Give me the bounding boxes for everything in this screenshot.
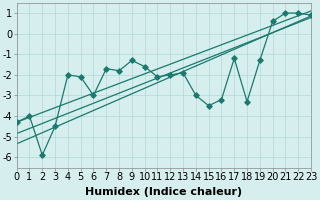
Point (129, 59, 134, 62)
Point (27, 114, 32, 118)
Point (232, 57, 237, 60)
Point (91, 94, 96, 97)
Point (180, 71, 186, 74)
Point (142, 65, 147, 68)
Point (168, 73, 173, 76)
Point (296, 11, 301, 15)
Point (116, 69, 122, 72)
Point (78, 75, 83, 79)
Point (308, 14, 314, 17)
Point (257, 59, 262, 62)
Point (244, 100, 250, 103)
Point (40, 154, 45, 157)
Point (14, 121, 19, 124)
Point (206, 104, 211, 107)
Point (52, 125, 58, 128)
X-axis label: Humidex (Indice chaleur): Humidex (Indice chaleur) (85, 187, 243, 197)
Point (219, 98, 224, 101)
Point (65, 73, 70, 76)
Point (270, 20, 275, 23)
Point (193, 94, 198, 97)
Point (104, 67, 109, 70)
Point (283, 11, 288, 15)
Point (155, 75, 160, 79)
